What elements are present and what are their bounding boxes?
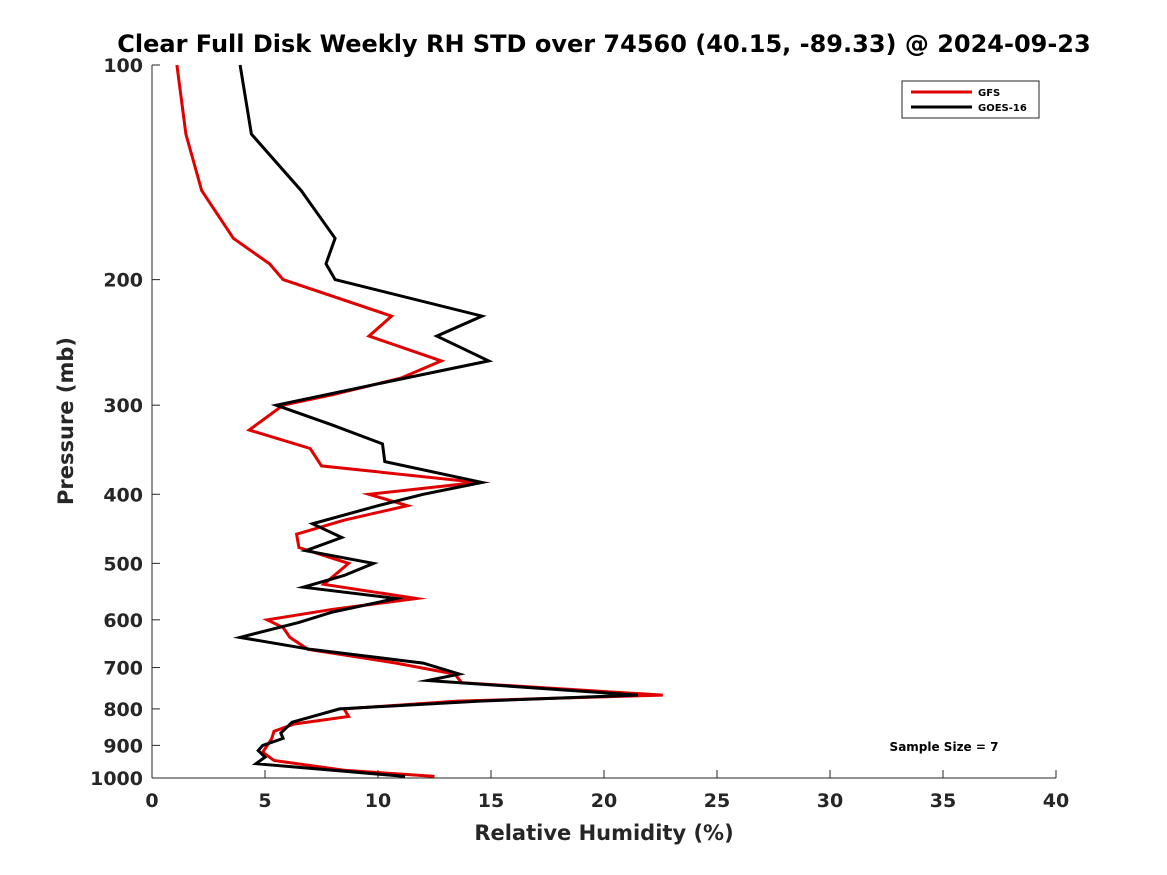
chart-title: Clear Full Disk Weekly RH STD over 74560… <box>117 30 1090 58</box>
x-tick-label: 40 <box>1043 790 1069 812</box>
x-tick-label: 25 <box>704 790 730 812</box>
series-line-goes-16 <box>232 64 639 778</box>
legend-box <box>901 80 1040 119</box>
x-tick-label: 35 <box>930 790 956 812</box>
y-tick-label: 200 <box>103 270 143 292</box>
legend-entry: GFS <box>978 88 1000 99</box>
x-tick-label: 10 <box>365 790 391 812</box>
y-axis-label: Pressure (mb) <box>54 337 78 505</box>
y-tick-label: 1000 <box>90 768 143 790</box>
y-tick-label: 800 <box>103 699 143 721</box>
y-tick-label: 100 <box>103 55 143 77</box>
x-tick-label: 20 <box>591 790 617 812</box>
y-tick-label: 600 <box>103 610 143 632</box>
x-tick-label: 5 <box>258 790 271 812</box>
series-line-gfs <box>175 64 663 778</box>
sample-size-annotation: Sample Size = 7 <box>890 740 999 754</box>
y-tick-label: 700 <box>103 658 143 680</box>
axes: 0 5 10 15 20 25 30 35 40 100 200 300 400 500 600 700 800… <box>90 55 1069 812</box>
x-tick-label: 0 <box>145 790 158 812</box>
y-tick-label: 500 <box>103 553 143 575</box>
legend: GFS GOES-16 <box>901 80 1040 119</box>
x-tick-label: 15 <box>478 790 504 812</box>
x-tick-label: 30 <box>817 790 843 812</box>
y-tick-label: 900 <box>103 735 143 757</box>
y-tick-label: 300 <box>103 395 143 417</box>
legend-entry: GOES-16 <box>978 103 1027 114</box>
x-axis-label: Relative Humidity (%) <box>474 821 733 845</box>
series-layer <box>175 64 663 778</box>
y-tick-label: 400 <box>103 484 143 506</box>
